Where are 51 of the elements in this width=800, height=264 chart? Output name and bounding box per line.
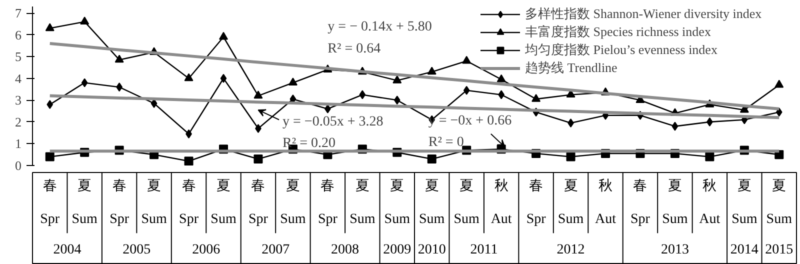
category-label: 夏 Sum [350, 178, 376, 227]
category-label: 夏 Sum [280, 178, 306, 227]
category-label: 春 Spr [630, 178, 650, 227]
text: 2012 [556, 242, 585, 258]
legend-label: 多样性指数 Shannon-Wiener diversity index [525, 5, 762, 23]
text: 2013 [660, 242, 689, 258]
category-label: 夏 Sum [766, 178, 792, 227]
annotation: y = − 0.14x + 5.80 [328, 20, 432, 35]
category-label: 夏 Sum [558, 178, 584, 227]
category-label: 秋 Aut [699, 178, 720, 227]
category-label: 夏 Sum [210, 178, 236, 227]
category-label: 春 Spr [40, 178, 60, 227]
category-label: 春 Spr [179, 178, 198, 227]
text: 2007 [262, 242, 290, 258]
category-label: 夏 Sum [141, 178, 167, 227]
category-label: 秋 Aut [595, 178, 616, 227]
y-tick-label: 6 [15, 27, 22, 42]
annotation: R² = 0.20 [282, 136, 336, 152]
category-label: 秋 Aut [490, 178, 512, 227]
y-tick-label: 3 [15, 92, 22, 108]
annotation: R² = 0 [428, 135, 464, 150]
y-tick-label: 0 [15, 158, 22, 173]
y-tick-label: 2 [15, 114, 22, 130]
category-label: 夏 Sum [384, 178, 410, 227]
annotation: R² = 0.64 [328, 41, 381, 56]
annotation: y = −0.05x + 3.28 [282, 114, 384, 130]
y-tick-label: 4 [15, 70, 22, 86]
category-label: 夏 Sum [419, 178, 445, 227]
category-label: 夏 Sum [454, 178, 480, 227]
legend-label: 趋势线 Trendline [525, 59, 618, 77]
y-tick-label: 5 [15, 49, 22, 64]
text: 2011 [470, 242, 498, 258]
text: 2009 [383, 242, 412, 258]
legend-label: 均匀度指数 Pielou’s evenness index [525, 41, 718, 59]
category-label: 夏 Sum [732, 178, 758, 227]
category-label: 春 Spr [248, 178, 268, 227]
text: 2005 [122, 242, 151, 258]
text: 2010 [418, 242, 446, 258]
category-label: 夏 Sum [662, 178, 688, 227]
category-label: 春 Spr [110, 178, 130, 227]
text: 2008 [331, 242, 360, 258]
text: 2014 [730, 242, 758, 258]
text: 2006 [192, 242, 220, 258]
y-tick-label: 1 [15, 136, 22, 152]
legend-label: 丰富度指数 Species richness index [525, 23, 711, 41]
y-tick-label: 7 [15, 6, 22, 21]
text: 2004 [53, 242, 82, 258]
text: 2015 [765, 242, 794, 258]
category-label: 夏 Sum [72, 178, 98, 227]
category-label: 春 Spr [318, 178, 338, 227]
category-label: 春 Spr [526, 178, 546, 227]
